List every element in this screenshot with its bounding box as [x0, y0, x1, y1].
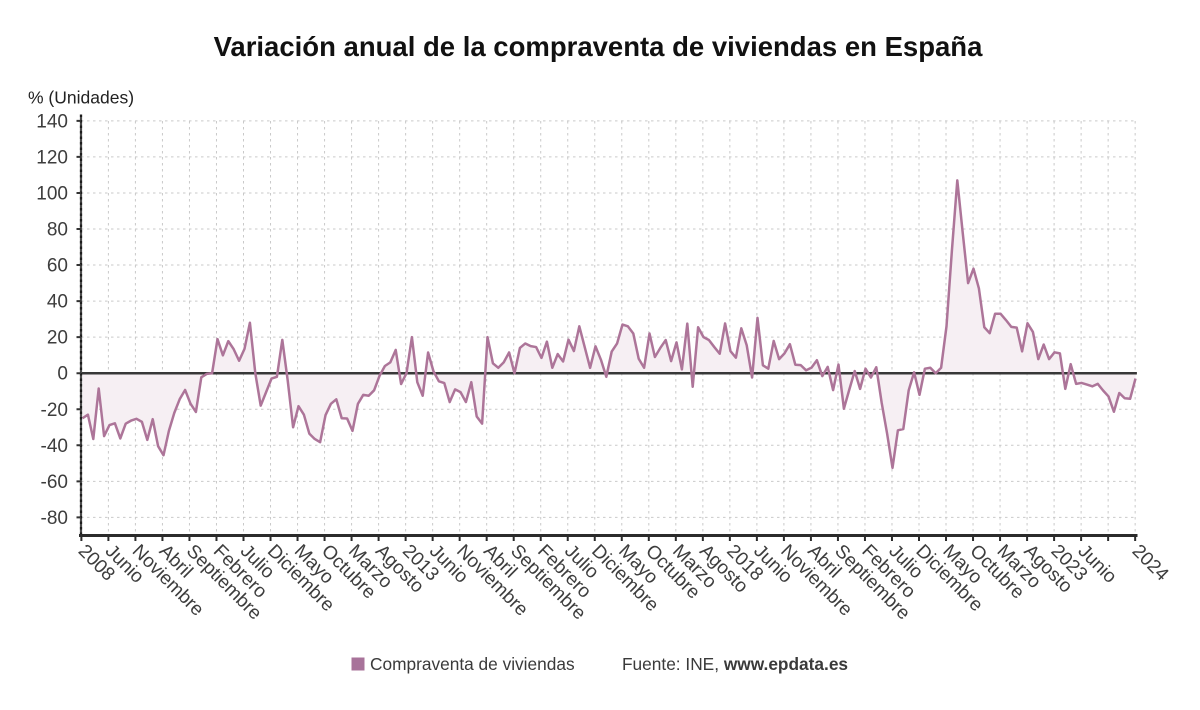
svg-text:-20: -20 — [41, 400, 68, 421]
svg-text:Fuente: INE, www.epdata.es: Fuente: INE, www.epdata.es — [622, 654, 848, 674]
svg-text:0: 0 — [57, 364, 68, 385]
svg-text:-60: -60 — [41, 472, 68, 493]
svg-text:-40: -40 — [41, 436, 68, 457]
svg-text:140: 140 — [36, 111, 68, 132]
svg-text:20: 20 — [47, 328, 68, 349]
svg-text:Variación anual de la comprave: Variación anual de la compraventa de viv… — [214, 31, 983, 62]
svg-text:100: 100 — [36, 183, 68, 204]
svg-text:40: 40 — [47, 292, 68, 313]
svg-text:-80: -80 — [41, 508, 68, 529]
svg-text:Compraventa de viviendas: Compraventa de viviendas — [370, 654, 575, 674]
svg-text:80: 80 — [47, 220, 68, 241]
svg-text:60: 60 — [47, 256, 68, 277]
svg-text:120: 120 — [36, 147, 68, 168]
svg-text:% (Unidades): % (Unidades) — [28, 87, 134, 107]
